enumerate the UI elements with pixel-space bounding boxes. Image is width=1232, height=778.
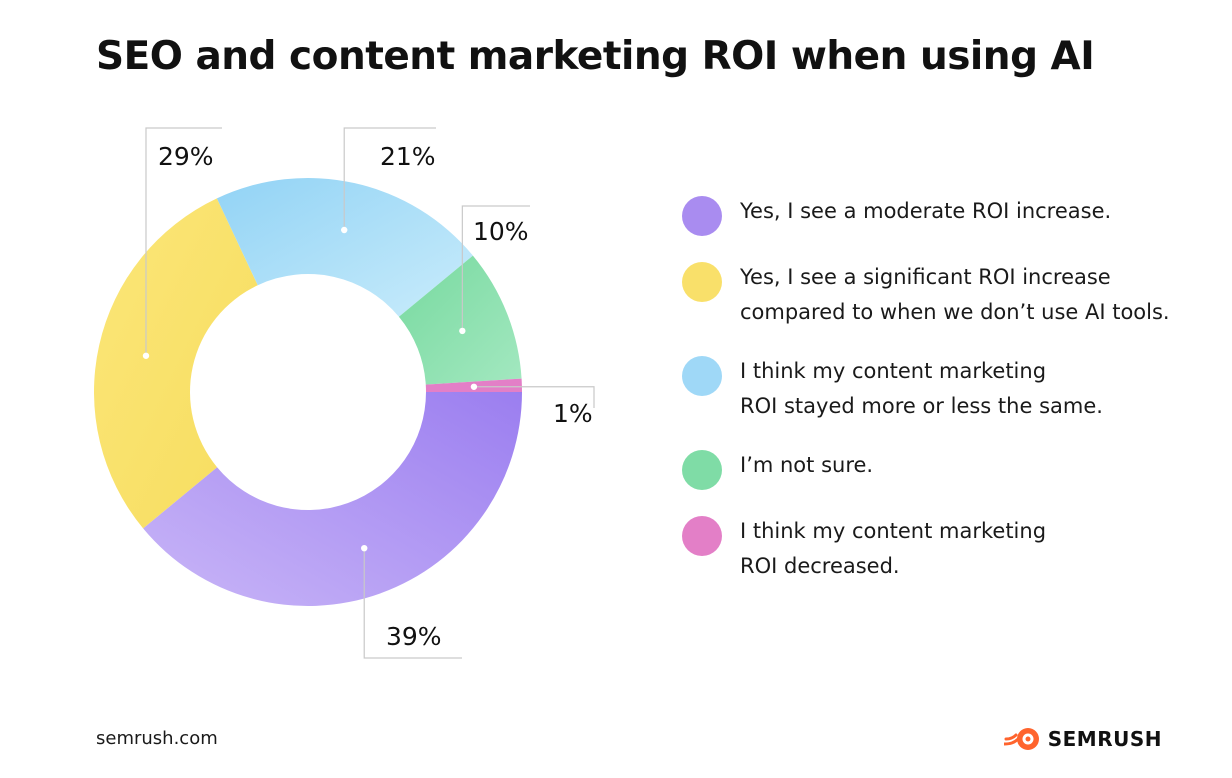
legend-label: I’m not sure. xyxy=(740,448,873,483)
leader-dot xyxy=(459,327,466,335)
data-label: 39% xyxy=(386,622,442,651)
data-label: 21% xyxy=(380,142,436,171)
legend-swatch xyxy=(682,196,722,236)
donut-slice xyxy=(216,178,473,317)
chart-title: SEO and content marketing ROI when using… xyxy=(96,34,1095,79)
legend-label-line: Yes, I see a significant ROI increase xyxy=(740,265,1111,289)
data-label: 10% xyxy=(473,217,529,246)
legend-swatch xyxy=(682,450,722,490)
legend-item: Yes, I see a significant ROI increase com… xyxy=(682,262,1202,330)
legend-swatch xyxy=(682,516,722,556)
legend-label-line: I think my content marketing xyxy=(740,359,1047,383)
legend: Yes, I see a moderate ROI increase. Yes, … xyxy=(682,196,1202,610)
legend-label-line: I think my content marketing xyxy=(740,519,1047,543)
legend-label-line: I’m not sure. xyxy=(740,453,874,477)
source-text: semrush.com xyxy=(96,728,218,749)
leader-line xyxy=(363,548,462,659)
leader-line xyxy=(145,127,222,356)
legend-item: I think my content marketing ROI stayed m… xyxy=(682,356,1202,424)
leader-dot xyxy=(470,383,478,390)
donut-slice xyxy=(94,198,258,529)
donut-chart: 39% 29% 21% 10% 1% xyxy=(94,127,595,659)
legend-label-line: ROI decreased. xyxy=(740,554,900,578)
legend-item: I’m not sure. xyxy=(682,450,1202,490)
data-label: 29% xyxy=(158,142,214,171)
legend-item: I think my content marketing ROI decrease… xyxy=(682,516,1202,584)
legend-label: Yes, I see a significant ROI increase com… xyxy=(740,260,1170,330)
legend-label-line: compared to when we don’t use AI tools. xyxy=(740,300,1170,324)
legend-label-line: ROI stayed more or less the same. xyxy=(740,394,1103,418)
semrush-fire-icon xyxy=(1003,728,1039,750)
brand-logo: SEMRUSH xyxy=(1003,726,1162,752)
leader-line xyxy=(461,205,530,331)
brand-name: SEMRUSH xyxy=(1047,727,1162,751)
leader-line xyxy=(473,386,595,408)
donut-slice xyxy=(398,255,522,385)
leader-dot xyxy=(142,352,150,359)
leader-line xyxy=(343,127,436,230)
donut-slice xyxy=(143,392,522,606)
leader-dot xyxy=(341,226,348,234)
data-label: 1% xyxy=(553,399,593,428)
leader-dot xyxy=(361,544,368,552)
legend-label: Yes, I see a moderate ROI increase. xyxy=(740,194,1111,229)
legend-label: I think my content marketing ROI stayed m… xyxy=(740,354,1103,424)
legend-label: I think my content marketing ROI decrease… xyxy=(740,514,1046,584)
legend-swatch xyxy=(682,356,722,396)
legend-swatch xyxy=(682,262,722,302)
legend-item: Yes, I see a moderate ROI increase. xyxy=(682,196,1202,236)
legend-label-line: Yes, I see a moderate ROI increase. xyxy=(740,199,1112,223)
